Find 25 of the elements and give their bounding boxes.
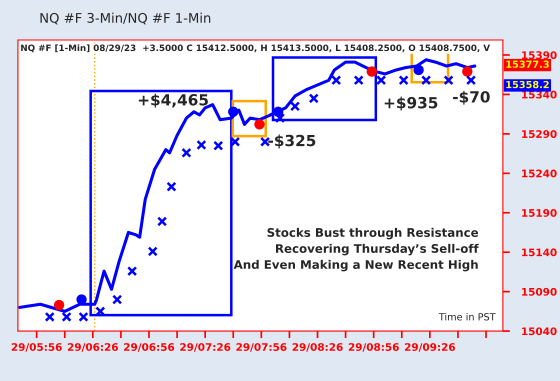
text: 15377.3 [506, 60, 549, 68]
y-tick-label: 15240 [522, 170, 557, 178]
x-tick-label: 29/08:26 [292, 343, 343, 352]
y-tick-label: 15190 [522, 208, 557, 217]
x-tick-label: 29/08:56 [348, 343, 399, 352]
y-tick-label: 15390 [522, 51, 557, 60]
annotation: -$70 [453, 90, 490, 105]
annotation: +$4,465 [138, 94, 208, 108]
x-tick-label: 29/07:26 [180, 343, 230, 352]
x-tick-label: 29/05:56 [12, 343, 62, 352]
y-tick-label: 15040 [522, 327, 557, 336]
annotation: Time in PST [438, 312, 496, 320]
y-tick-label: 15090 [522, 288, 557, 296]
x-tick-label: 29/07:56 [236, 343, 287, 352]
y-tick-label: 15290 [522, 130, 557, 138]
y-tick-label: 15140 [522, 248, 557, 256]
annotation: Stocks Bust through Resistance Recovering Thursday’s Sell-off And Even Making a New Recent High [234, 228, 479, 272]
x-tick-label: 29/06:26 [68, 343, 118, 352]
x-tick-label: 29/09:26 [404, 343, 456, 352]
chart-title: NQ #F 3-Min/NQ #F 1-Min [40, 12, 210, 24]
text: 15358.2 [506, 80, 549, 88]
chart-subtitle: NQ #F [1-Min] 08/29/23 +3.5000 C 15412.5000, H 15413.5000, L 15408.2500, O 15408.7500, V [21, 44, 490, 52]
annotation: -$325 [268, 134, 316, 148]
annotation: +$935 [384, 96, 438, 111]
x-tick-label: 29/06:56 [124, 343, 174, 352]
